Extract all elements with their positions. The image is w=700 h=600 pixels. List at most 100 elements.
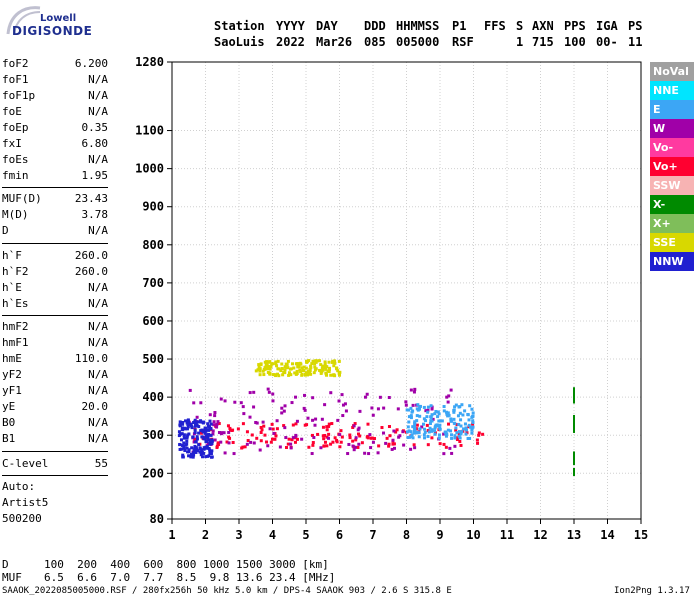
data-point	[348, 433, 352, 437]
data-point	[202, 446, 206, 450]
data-point	[188, 388, 192, 392]
data-point	[283, 365, 287, 369]
data-point	[413, 429, 417, 433]
data-point	[199, 453, 203, 457]
data-point	[180, 432, 184, 436]
data-point	[422, 433, 426, 437]
param-value: N/A	[88, 224, 108, 237]
data-point	[205, 439, 209, 443]
data-point	[353, 445, 357, 449]
data-point	[313, 368, 317, 372]
param-label: foF1	[2, 73, 29, 86]
data-point	[413, 387, 417, 391]
data-point	[186, 423, 190, 427]
param-label: foEs	[2, 153, 29, 166]
param-label: yE	[2, 400, 16, 413]
data-point	[212, 423, 216, 427]
data-point	[391, 438, 395, 442]
data-point	[310, 433, 314, 437]
header-label-yyyy: YYYY	[276, 19, 305, 33]
digisonde-logo-icon	[6, 6, 41, 35]
data-point	[573, 451, 575, 460]
data-point	[252, 441, 256, 445]
header-label-s: S	[516, 19, 524, 33]
data-point	[340, 393, 344, 397]
data-point	[335, 438, 339, 442]
param-value: N/A	[88, 336, 108, 349]
data-point	[457, 434, 461, 438]
data-point	[445, 410, 449, 414]
data-point	[268, 360, 272, 364]
data-point	[407, 415, 411, 419]
data-point	[323, 403, 327, 407]
data-point	[415, 423, 419, 427]
data-point	[202, 435, 206, 439]
data-point	[442, 452, 446, 456]
data-point	[213, 411, 217, 415]
data-point	[193, 437, 197, 441]
data-point	[468, 404, 472, 408]
data-point	[200, 428, 204, 432]
data-point	[311, 359, 315, 363]
data-point	[236, 427, 240, 431]
data-point	[573, 395, 575, 404]
data-point	[367, 452, 371, 456]
data-point	[450, 451, 454, 455]
data-point	[464, 426, 468, 430]
divider	[2, 315, 108, 316]
data-point	[287, 437, 291, 441]
data-point	[449, 419, 453, 423]
x-tick-label: 5	[302, 528, 309, 542]
legend-item-noval: NoVal	[650, 62, 694, 81]
data-point	[313, 362, 317, 366]
param-label: yF2	[2, 368, 22, 381]
version-label: Ion2Png 1.3.17	[614, 586, 690, 596]
data-point	[321, 425, 325, 429]
data-point	[376, 451, 380, 455]
data-point	[453, 405, 457, 409]
data-point	[430, 436, 434, 440]
data-point	[422, 417, 426, 421]
data-point	[258, 369, 262, 373]
data-point	[306, 373, 310, 377]
data-point	[323, 362, 327, 366]
data-point	[182, 433, 186, 437]
data-point	[306, 369, 310, 373]
data-point	[193, 418, 197, 422]
data-point	[339, 440, 343, 444]
data-point	[411, 436, 415, 440]
data-point	[311, 418, 315, 422]
data-point	[409, 435, 413, 439]
data-point	[320, 366, 324, 370]
data-point	[289, 373, 293, 377]
data-point	[330, 422, 334, 426]
data-point	[280, 362, 284, 366]
data-point	[199, 420, 203, 424]
data-point	[211, 432, 215, 436]
data-point	[426, 410, 430, 414]
data-point	[286, 359, 290, 363]
data-point	[203, 430, 207, 434]
data-point	[430, 407, 434, 411]
param-label: hmF1	[2, 336, 29, 349]
data-point	[209, 433, 213, 437]
data-point	[459, 432, 463, 436]
data-point	[358, 409, 362, 413]
data-point	[418, 407, 422, 411]
header-value-ps: 11	[628, 35, 643, 49]
data-point	[475, 438, 479, 442]
data-point	[358, 434, 362, 438]
data-point	[270, 422, 274, 426]
data-point	[348, 436, 352, 440]
legend-item-x-plus: X+	[650, 214, 694, 233]
data-point	[424, 409, 428, 413]
data-point	[207, 432, 211, 436]
data-point	[471, 414, 475, 418]
data-point	[471, 420, 475, 424]
data-point	[444, 434, 448, 438]
data-point	[306, 416, 310, 420]
data-point	[178, 443, 182, 447]
data-point	[446, 428, 450, 432]
data-point	[304, 359, 308, 363]
